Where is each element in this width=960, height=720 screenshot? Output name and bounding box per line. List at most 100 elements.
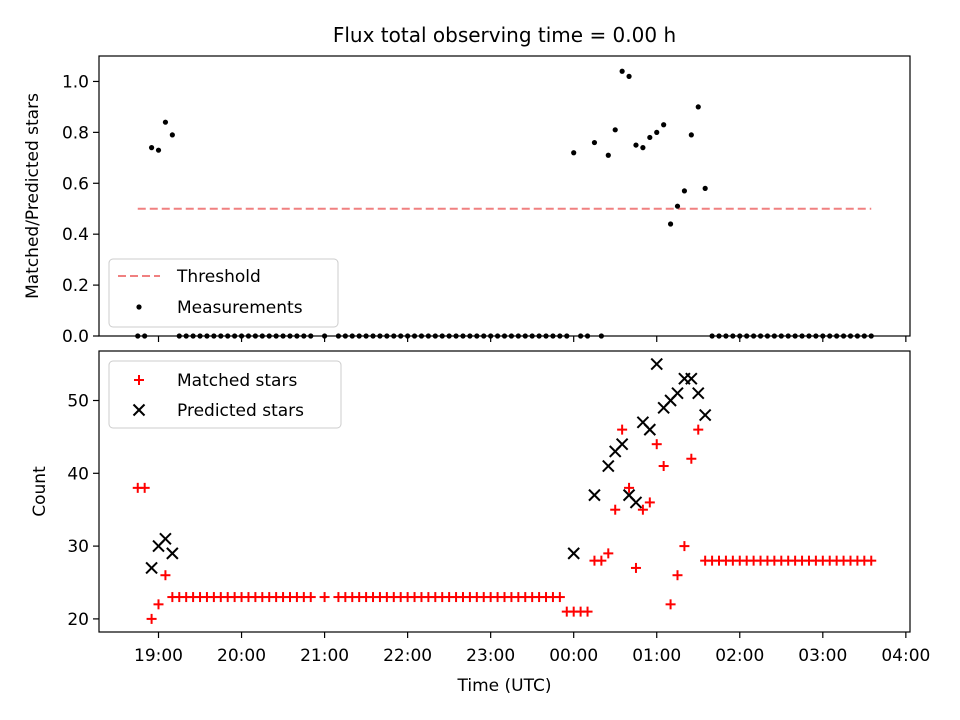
data-point [643,423,657,436]
data-point [834,333,840,339]
data-point [854,333,861,339]
data-point [582,606,593,617]
data-point [384,333,390,339]
x-axis-label: Time (UTC) [457,676,552,696]
data-point [778,333,784,339]
legend-predicted-swatch [132,403,146,417]
data-point [588,488,601,502]
x-tick-label: 23:00 [466,646,515,666]
x-tick-label: 03:00 [798,646,847,666]
data-point [861,333,867,339]
data-point [377,333,383,339]
data-point [259,333,265,339]
legend: Threshold Measurements [108,258,339,328]
data-point [308,333,314,339]
data-point [658,461,669,472]
data-point [716,333,722,339]
data-point [640,145,646,151]
y-tick-label: 30 [67,537,89,557]
data-point [481,333,487,339]
data-point [637,504,648,515]
data-point [730,333,736,339]
y-tick-label: 20 [67,610,89,630]
data-point [183,333,189,339]
data-point [363,333,369,339]
data-point [453,333,459,339]
y-tick-label: 0.4 [62,225,89,245]
legend-predicted-label: Predicted stars [177,401,304,421]
data-point [460,333,466,339]
data-point [603,548,614,559]
data-point [508,333,515,339]
data-point [785,333,791,339]
data-point [501,333,508,339]
data-point [709,333,715,339]
data-point [536,333,542,339]
data-point [305,592,316,603]
data-point [667,221,674,227]
data-point [405,333,411,339]
data-point [238,333,245,339]
y-tick-label: 50 [67,392,89,412]
data-point [142,333,148,339]
legend-measurements-label: Measurements [177,298,303,318]
data-point [688,132,694,138]
data-point [190,333,196,339]
data-point [169,132,175,138]
data-point [737,333,743,339]
plot-frame [98,350,911,633]
data-point [166,547,179,560]
data-point [153,599,164,610]
data-point [764,333,771,339]
data-point [650,357,663,371]
y-axis-label: Count [30,466,50,517]
data-point [813,333,819,339]
data-point [806,333,812,339]
data-point [692,387,705,400]
data-point [820,333,826,339]
data-point [294,333,300,339]
data-point [651,439,662,450]
data-point [280,333,286,339]
data-point [698,408,712,422]
data-point [321,333,328,339]
series-predicted-stars [145,357,712,575]
y-tick-label: 1.0 [62,72,89,92]
data-point [494,333,501,339]
y-tick-label: 0.8 [62,123,89,143]
data-point [439,333,445,339]
data-point [370,333,376,339]
series-matched-stars [132,424,877,624]
data-point [245,333,252,339]
data-point [799,333,805,339]
data-point [693,424,704,435]
x-tick-label: 20:00 [217,646,266,666]
data-point [674,203,681,209]
data-point [868,333,874,339]
data-point [757,333,764,339]
x-tick-label: 21:00 [300,646,349,666]
data-point [847,333,854,339]
data-point [554,592,565,603]
legend-matched-swatch [134,375,144,385]
chart-title: Flux total observing time = 0.00 h [333,23,676,47]
data-point [225,333,231,339]
data-point [515,333,521,339]
data-point [266,333,272,339]
data-point [411,333,418,339]
legend-measurements-swatch [136,304,142,310]
data-point [467,333,473,339]
data-point [550,333,556,339]
data-point [273,333,279,339]
data-point [630,562,641,573]
data-point [679,541,690,552]
data-point [661,122,667,128]
data-point [686,453,697,464]
data-point [301,333,307,339]
y-tick-label: 0.2 [62,276,89,296]
data-point [771,333,777,339]
data-point [624,482,635,493]
data-point [159,532,172,546]
